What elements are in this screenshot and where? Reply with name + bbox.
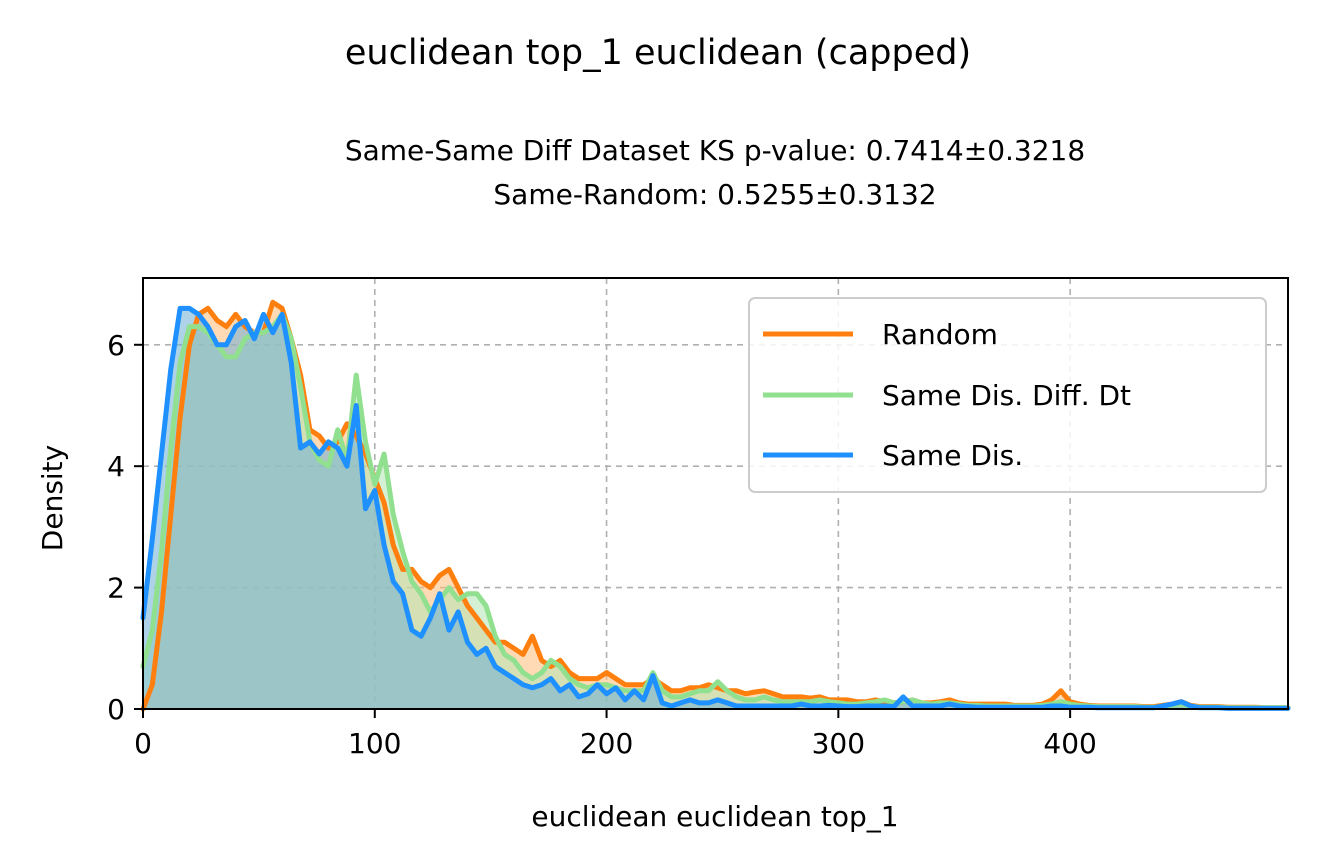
legend-label-same-dis-diff-dt: Same Dis. Diff. Dt xyxy=(882,379,1131,412)
y-tick-label-2: 2 xyxy=(107,572,125,605)
legend-label-random: Random xyxy=(882,318,998,351)
x-axis-label: euclidean euclidean top_1 xyxy=(531,800,898,833)
legend-label-same-dis: Same Dis. xyxy=(882,439,1023,472)
legend-box xyxy=(748,297,1267,493)
legend: Random Same Dis. Diff. Dt Same Dis. xyxy=(748,297,1267,493)
x-tick-label-400: 400 xyxy=(1043,727,1096,760)
x-tick-label-100: 100 xyxy=(348,727,401,760)
y-tick-label-4: 4 xyxy=(107,450,125,483)
x-tick-label-0: 0 xyxy=(134,727,152,760)
series-line-same-dis xyxy=(140,305,1291,711)
area-fill-same-dis xyxy=(143,308,1288,709)
x-tick-label-200: 200 xyxy=(580,727,633,760)
y-tick-label-6: 6 xyxy=(107,329,125,362)
plot-frame xyxy=(142,277,1289,710)
chart-subtitle-line-2: Same-Random: 0.5255±0.3132 xyxy=(493,178,936,211)
y-tick-label-0: 0 xyxy=(107,693,125,726)
axis-ticks: 0 100 200 300 400 0 2 4 6 xyxy=(107,329,1097,760)
chart-title: euclidean top_1 euclidean (capped) xyxy=(345,33,971,73)
density-lines xyxy=(140,299,1291,712)
chart-subtitle-line-1: Same-Same Diff Dataset KS p-value: 0.741… xyxy=(345,134,1085,167)
y-axis-label: Density xyxy=(36,445,69,551)
x-tick-label-300: 300 xyxy=(812,727,865,760)
